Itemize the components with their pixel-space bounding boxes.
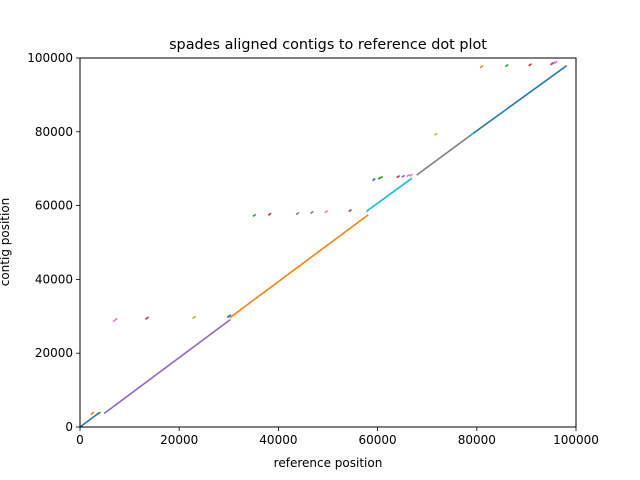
alignment-segment-9 [252, 213, 257, 218]
alignment-segment-27 [473, 65, 568, 134]
x-tick-label-0: 0 [76, 433, 84, 447]
x-tick-label-4: 80000 [458, 433, 496, 447]
alignment-segment-20 [396, 174, 401, 179]
x-tick-label-1: 20000 [160, 433, 198, 447]
alignment-segment-5 [144, 316, 150, 320]
x-axis-label: reference position [274, 456, 383, 470]
alignment-segment-30 [528, 63, 532, 67]
alignment-segment-13 [324, 210, 329, 214]
alignment-segment-16 [366, 177, 413, 212]
plot-area [78, 60, 568, 429]
alignment-segment-8 [229, 214, 369, 319]
alignment-segment-11 [295, 211, 300, 216]
alignment-segment-33 [554, 60, 558, 64]
x-axis: 0 20000 40000 60000 80000 100000 [76, 427, 599, 447]
alignment-segment-29 [504, 63, 509, 68]
alignment-segment-19 [379, 175, 384, 180]
y-axis: 0 20000 40000 60000 80000 100000 [27, 51, 80, 434]
chart-title: spades aligned contigs to reference dot … [169, 37, 487, 53]
alignment-segment-21 [401, 174, 406, 178]
alignment-segment-10 [267, 212, 272, 216]
x-tick-label-2: 40000 [259, 433, 297, 447]
alignment-segment-17 [372, 177, 376, 182]
alignment-segment-4 [112, 317, 118, 323]
y-tick-label-2: 40000 [35, 272, 73, 286]
y-axis-label: contig position [0, 198, 12, 287]
axes-frame [79, 57, 577, 428]
y-tick-label-4: 80000 [35, 125, 73, 139]
y-tick-label-5: 100000 [27, 51, 73, 65]
alignment-segment-7 [226, 314, 232, 319]
y-tick-label-1: 20000 [35, 346, 73, 360]
alignment-segment-23 [409, 173, 413, 177]
y-tick-label-3: 60000 [35, 199, 73, 213]
alignment-segment-6 [191, 315, 197, 320]
y-tick-label-0: 0 [65, 420, 73, 434]
alignment-segment-1 [90, 411, 95, 416]
alignment-segment-25 [434, 132, 438, 136]
alignment-segment-3 [103, 318, 231, 415]
x-tick-label-5: 100000 [553, 433, 599, 447]
alignment-segment-24 [416, 133, 473, 176]
alignment-segment-28 [479, 65, 484, 69]
alignment-segment-2 [97, 411, 101, 415]
alignment-segment-12 [310, 210, 314, 215]
alignment-segment-22 [406, 173, 410, 178]
x-tick-label-3: 60000 [359, 433, 397, 447]
alignment-segment-0 [78, 411, 100, 429]
alignment-segment-14 [348, 208, 352, 213]
